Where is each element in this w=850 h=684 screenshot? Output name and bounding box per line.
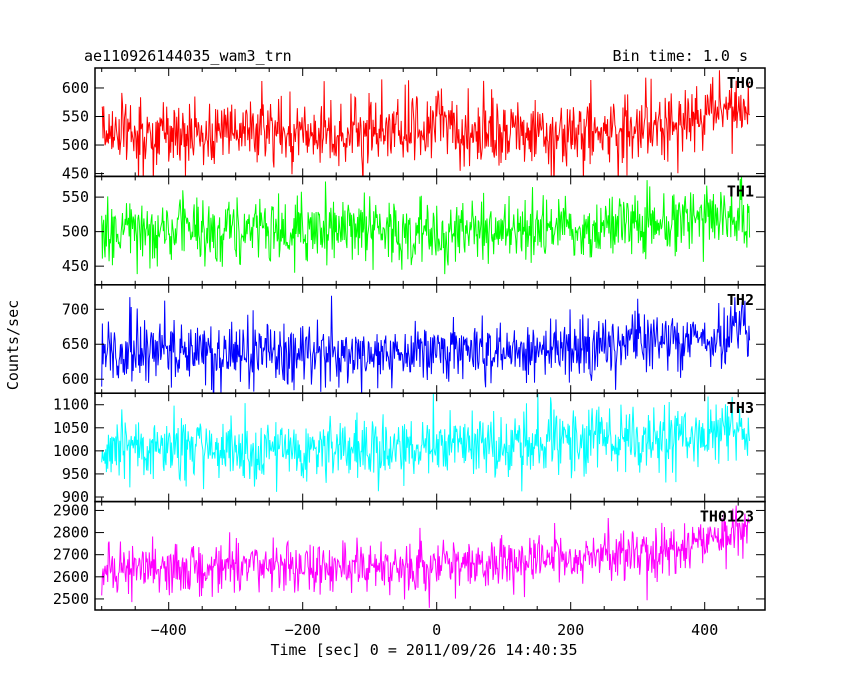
x-axis-label: Time [sec] 0 = 2011/09/26 14:40:35	[270, 641, 577, 659]
y-tick-label-th0: 500	[62, 136, 89, 154]
text-layer: ae110926144035_wam3_trn Bin time: 1.0 s …	[4, 47, 754, 659]
y-tick-label-th0123: 2600	[53, 568, 89, 586]
y-tick-label-th2: 600	[62, 370, 89, 388]
y-tick-label-th1: 550	[62, 188, 89, 206]
frame-layer	[94, 67, 766, 611]
panel-label-th0123: TH0123	[700, 508, 754, 526]
series-line-th0	[101, 70, 751, 177]
x-tick-label: 200	[557, 621, 584, 639]
panel-label-th2: TH2	[727, 291, 754, 309]
y-tick-label-th0: 550	[62, 107, 89, 125]
y-tick-label-th3: 1000	[53, 442, 89, 460]
series-line-th3	[101, 393, 751, 492]
panel-label-th0: TH0	[727, 74, 754, 92]
series-line-th1	[101, 176, 751, 275]
panel-label-th1: TH1	[727, 182, 754, 200]
y-tick-label-th3: 1050	[53, 419, 89, 437]
x-tick-label: −400	[151, 621, 187, 639]
chart-title-left: ae110926144035_wam3_trn	[84, 47, 292, 65]
chart-title-right: Bin time: 1.0 s	[613, 47, 748, 65]
y-axis-label: Counts/sec	[4, 300, 22, 390]
y-tick-label-th3: 1100	[53, 396, 89, 414]
panel-label-th3: TH3	[727, 399, 754, 417]
y-tick-label-th0: 600	[62, 79, 89, 97]
y-tick-label-th1: 500	[62, 223, 89, 241]
y-tick-label-th1: 450	[62, 257, 89, 275]
panel-frame-th0123	[94, 500, 766, 611]
y-tick-label-th0123: 2900	[53, 501, 89, 519]
y-tick-label-th2: 700	[62, 300, 89, 318]
x-tick-label: −200	[285, 621, 321, 639]
x-tick-label: 400	[691, 621, 718, 639]
y-tick-label-th0123: 2700	[53, 546, 89, 564]
series-line-th2	[101, 295, 751, 394]
y-tick-label-th0123: 2800	[53, 524, 89, 542]
y-tick-label-th3: 900	[62, 488, 89, 506]
x-tick-label: 0	[432, 621, 441, 639]
series-line-th0123	[101, 505, 750, 608]
y-tick-label-th0: 450	[62, 165, 89, 183]
data-layer	[101, 70, 751, 608]
y-tick-label-th2: 650	[62, 335, 89, 353]
y-tick-label-th0123: 2500	[53, 590, 89, 608]
y-tick-label-th3: 950	[62, 465, 89, 483]
